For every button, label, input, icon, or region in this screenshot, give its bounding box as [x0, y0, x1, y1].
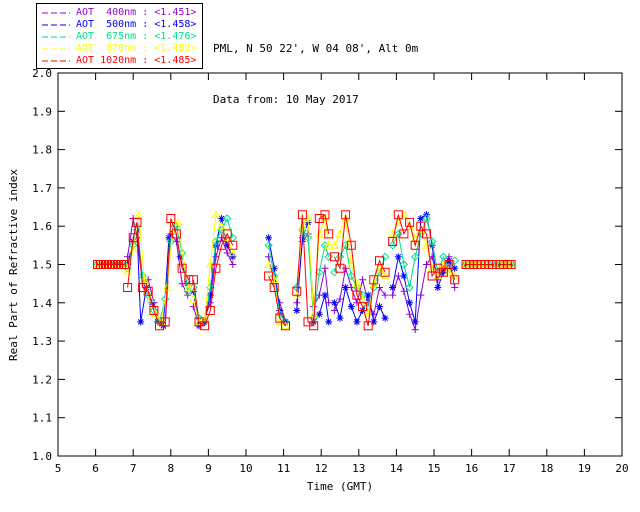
x-tick-label: 15	[427, 462, 440, 475]
series-markers-aot-870nm	[93, 259, 129, 268]
series-markers-aot-1020nm	[388, 210, 460, 285]
y-tick-label: 1.6	[32, 220, 52, 233]
legend-label-aot-675nm: AOT 675nm : <1.476>	[76, 30, 197, 42]
legend-label-aot-1020nm: AOT 1020nm : <1.485>	[76, 54, 197, 66]
series-markers-aot-1020nm	[123, 214, 194, 331]
x-tick-label: 18	[540, 462, 553, 475]
legend-item-aot-870nm: AOT 870nm : <1.489>	[41, 42, 196, 54]
x-tick-label: 19	[578, 462, 591, 475]
series-markers-aot-1020nm	[461, 260, 497, 269]
series-markers-aot-870nm	[264, 259, 290, 330]
legend-label-aot-870nm: AOT 870nm : <1.489>	[76, 42, 197, 54]
x-tick-label: 10	[239, 462, 252, 475]
x-tick-label: 8	[167, 462, 174, 475]
y-axis-ticks: 1.0 1.1 1.2 1.3 1.4 1.5 1.6 1.7 1.8 1.9 2.0	[32, 67, 622, 463]
legend-label-aot-500nm: AOT 500nm : <1.458>	[76, 18, 197, 30]
series-markers-aot-1020nm	[188, 229, 238, 331]
legend-dash-aot-675nm	[42, 36, 70, 37]
y-tick-label: 2.0	[32, 67, 52, 80]
series-markers-aot-1020nm	[292, 210, 334, 331]
station-location: PML, N 50 22', W 04 08', Alt 0m	[213, 42, 419, 55]
x-tick-label: 20	[615, 462, 628, 475]
y-tick-label: 1.1	[32, 412, 52, 425]
y-tick-label: 1.7	[32, 182, 52, 195]
series-aot-1020nm	[93, 210, 516, 331]
x-axis-title: Time (GMT)	[307, 480, 373, 493]
legend-item-aot-400nm: AOT 400nm : <1.451>	[41, 6, 196, 18]
y-tick-label: 1.5	[32, 259, 52, 272]
x-tick-label: 7	[130, 462, 137, 475]
x-tick-label: 12	[315, 462, 328, 475]
series-markers-aot-870nm	[330, 213, 390, 318]
series-markers-aot-1020nm	[264, 271, 290, 331]
legend-box: AOT 400nm : <1.451> AOT 500nm : <1.458> AO…	[36, 3, 204, 69]
y-axis-title: Real Part of Refractive index	[7, 169, 20, 361]
x-axis-ticks: 5 6 7 8 9 10 11 12 13 14 15 16 17 18 19 20	[55, 73, 629, 475]
data-date: Data from: 10 May 2017	[213, 93, 359, 106]
legend-dash-aot-500nm	[42, 24, 70, 25]
header-annotation: PML, N 50 22', W 04 08', Alt 0m Data fro…	[213, 6, 418, 125]
x-tick-label: 6	[92, 462, 99, 475]
y-tick-label: 1.2	[32, 373, 52, 386]
series-markers-aot-870nm	[189, 210, 238, 326]
y-tick-label: 1.8	[32, 144, 52, 157]
legend-item-aot-675nm: AOT 675nm : <1.476>	[41, 30, 196, 42]
legend-item-aot-1020nm: AOT 1020nm : <1.485>	[41, 54, 196, 66]
legend-dash-aot-400nm	[42, 12, 70, 13]
legend-item-aot-500nm: AOT 500nm : <1.458>	[41, 18, 196, 30]
x-tick-label: 17	[503, 462, 516, 475]
y-tick-label: 1.3	[32, 335, 52, 348]
y-tick-label: 1.0	[32, 450, 52, 463]
legend-label-aot-400nm: AOT 400nm : <1.451>	[76, 6, 197, 18]
legend-dash-aot-870nm	[42, 48, 70, 49]
x-tick-label: 16	[465, 462, 478, 475]
series-markers-aot-870nm	[388, 210, 460, 280]
y-tick-label: 1.9	[32, 105, 52, 118]
series-markers-aot-1020nm	[495, 260, 516, 269]
x-tick-label: 14	[390, 462, 404, 475]
legend-dash-aot-1020nm	[42, 60, 70, 61]
x-tick-label: 9	[205, 462, 212, 475]
x-tick-label: 11	[277, 462, 290, 475]
series-markers-aot-1020nm	[329, 210, 390, 331]
y-tick-label: 1.4	[32, 297, 52, 310]
x-tick-label: 13	[352, 462, 365, 475]
series-markers-aot-1020nm	[93, 260, 130, 269]
x-tick-label: 5	[55, 462, 62, 475]
